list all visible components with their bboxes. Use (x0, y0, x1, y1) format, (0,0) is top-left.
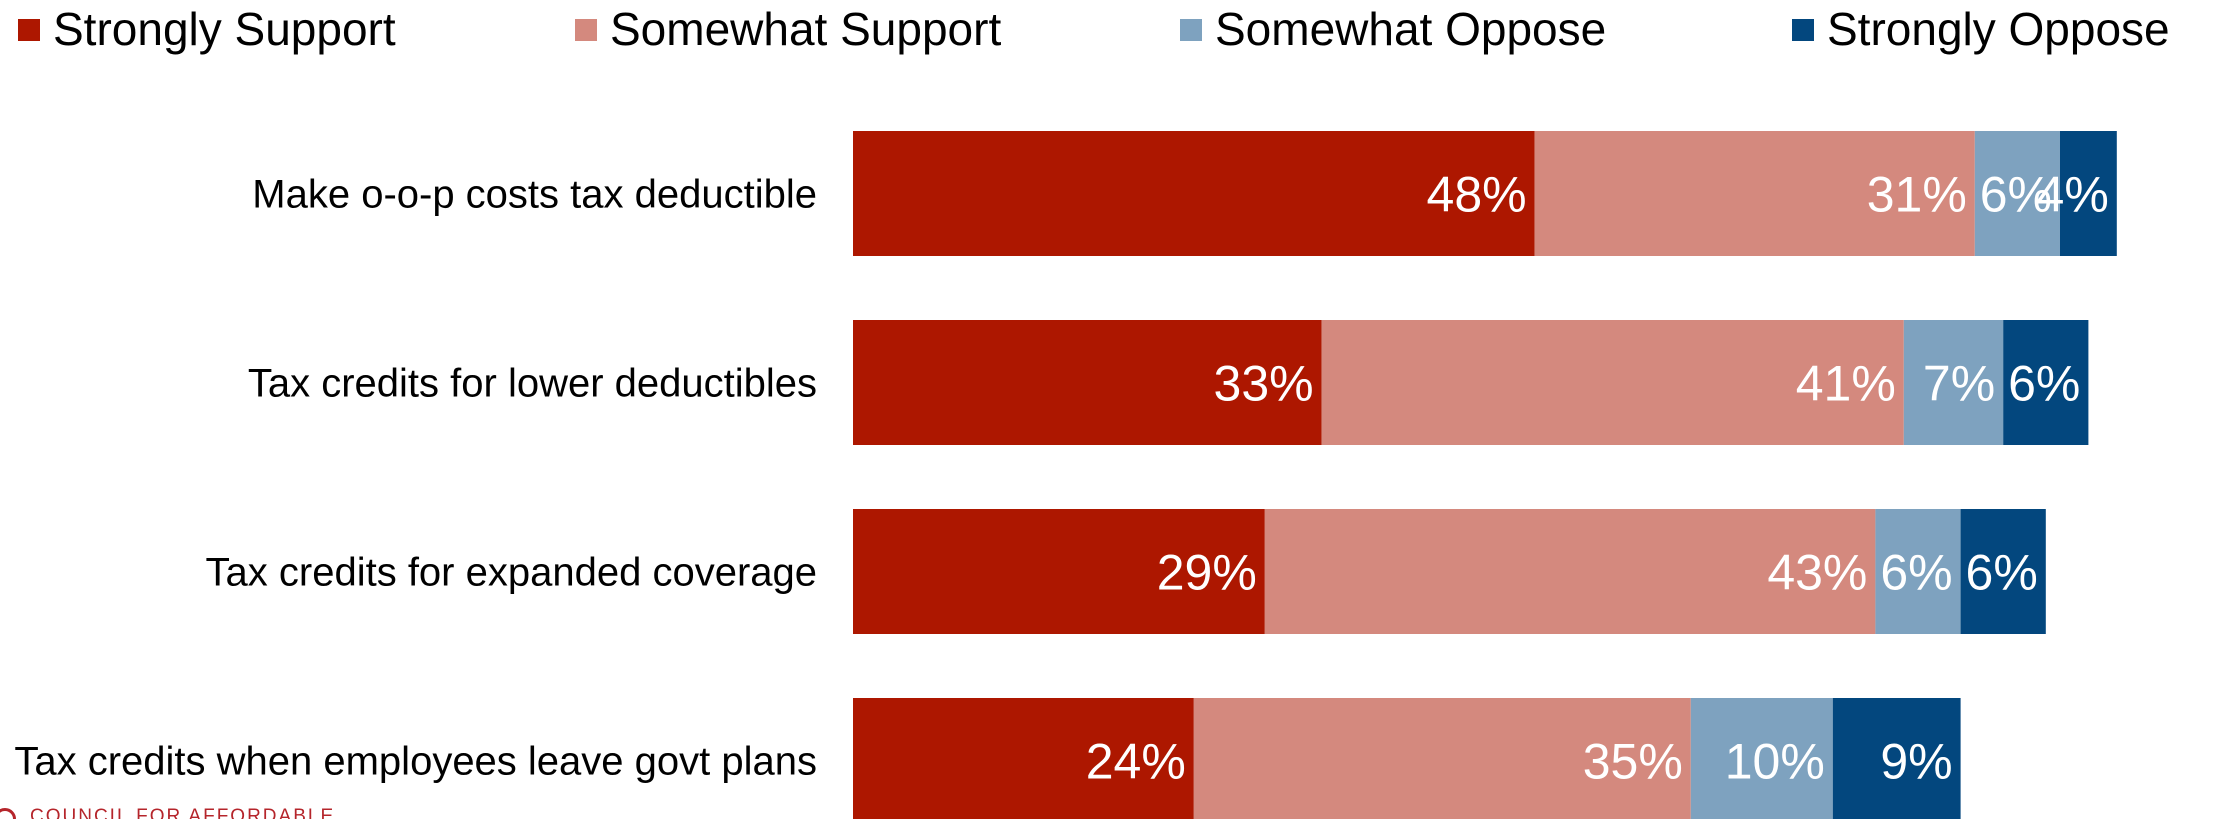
legend-item-strongly-oppose: Strongly Oppose (1792, 3, 2170, 55)
bars (853, 131, 2117, 819)
bar-segment-strongly-support (853, 320, 1322, 445)
category-label: Tax credits when employees leave govt pl… (14, 740, 817, 784)
legend-swatch-strongly-support (18, 19, 40, 41)
legend-label-somewhat-oppose: Somewhat Oppose (1215, 3, 1606, 55)
value-label: 41% (1796, 356, 1896, 412)
bar-segment-somewhat-support (1193, 698, 1691, 819)
legend: Strongly Support Somewhat Support Somewhat… (18, 3, 2170, 55)
legend-label-somewhat-support: Somewhat Support (610, 3, 1001, 55)
value-label: 4% (2037, 167, 2109, 223)
value-label: 35% (1583, 734, 1683, 790)
value-labels: 48% 31% 6%4%33% 41% 7% 6%29% 43% 6% 6%24% 35% 10% 9… (1086, 167, 2109, 790)
logo-mark-icon (0, 808, 16, 819)
category-label: Tax credits for expanded coverage (206, 551, 817, 595)
logo-org-text: COUNCIL FOR AFFORDABLE (30, 808, 336, 819)
value-label: 10% (1725, 734, 1825, 790)
bar-segment-somewhat-support (1264, 509, 1876, 634)
bar-segment-somewhat-oppose (1875, 509, 1961, 634)
bar-segment-somewhat-support (1534, 131, 1975, 256)
legend-swatch-strongly-oppose (1792, 19, 1814, 41)
bar-segment-somewhat-oppose (1690, 698, 1833, 819)
bar-segment-strongly-support (853, 131, 1535, 256)
bar-segment-strongly-oppose (1960, 509, 2046, 634)
legend-swatch-somewhat-support (575, 19, 597, 41)
value-label: 33% (1214, 356, 1314, 412)
legend-item-somewhat-oppose: Somewhat Oppose (1180, 3, 1606, 55)
value-label: 48% (1427, 167, 1527, 223)
category-label: Make o-o-p costs tax deductible (252, 173, 817, 217)
footer-logo: COUNCIL FOR AFFORDABLE (0, 808, 400, 819)
value-label: 29% (1157, 545, 1257, 601)
bar-segment-strongly-oppose (2003, 320, 2089, 445)
value-label: 6% (2008, 356, 2080, 412)
legend-label-strongly-oppose: Strongly Oppose (1827, 3, 2170, 55)
value-label: 9% (1880, 734, 1952, 790)
value-label: 31% (1867, 167, 1967, 223)
value-label: 24% (1086, 734, 1186, 790)
bar-segment-strongly-oppose (1832, 698, 1961, 819)
value-label: 6% (1980, 167, 2052, 223)
category-labels: Make o-o-p costs tax deductible Tax credi… (14, 173, 817, 784)
value-label: 6% (1880, 545, 1952, 601)
bar-segment-strongly-oppose (2060, 131, 2117, 256)
bar-segment-somewhat-oppose (1903, 320, 2004, 445)
legend-swatch-somewhat-oppose (1180, 19, 1202, 41)
bar-segment-strongly-support (853, 698, 1194, 819)
category-label: Tax credits for lower deductibles (248, 362, 817, 406)
legend-label-strongly-support: Strongly Support (53, 3, 396, 55)
bar-segment-strongly-support (853, 509, 1265, 634)
value-label: 6% (1966, 545, 2038, 601)
bar-segment-somewhat-support (1321, 320, 1904, 445)
legend-item-somewhat-support: Somewhat Support (575, 3, 1001, 55)
bar-segment-somewhat-oppose (1974, 131, 2060, 256)
value-label: 43% (1767, 545, 1867, 601)
legend-item-strongly-support: Strongly Support (18, 3, 396, 55)
value-label: 7% (1923, 356, 1995, 412)
